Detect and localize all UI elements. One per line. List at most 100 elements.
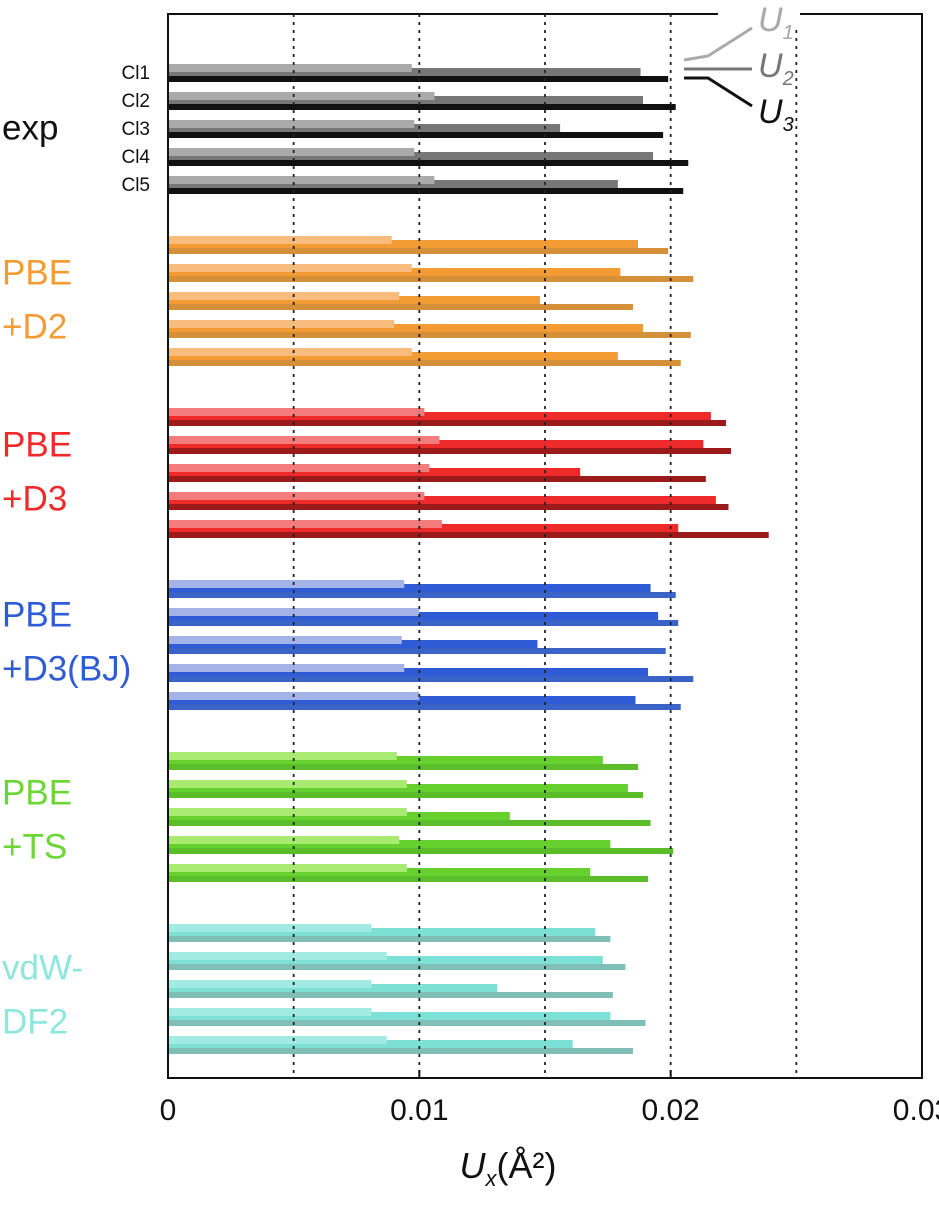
category-label: Cl4 [121, 147, 150, 168]
x-tick-label: 0.02 [641, 1094, 699, 1127]
bar [168, 764, 638, 770]
bar [168, 448, 731, 454]
bar [168, 636, 402, 644]
text-part: U [758, 47, 783, 85]
bar [168, 1020, 646, 1026]
bar [168, 864, 407, 872]
category-label: Cl1 [121, 63, 150, 84]
bar [168, 752, 397, 760]
bar [168, 320, 395, 328]
bar [168, 236, 392, 244]
bar [168, 240, 638, 248]
legend-label: U3 [758, 93, 794, 136]
bar [168, 584, 651, 592]
bar [168, 1008, 372, 1016]
text-part: U [460, 1145, 487, 1186]
bar [168, 848, 674, 854]
category-label: Cl2 [121, 91, 150, 112]
text-part: (Å²) [497, 1145, 557, 1186]
bar [168, 808, 407, 816]
bar [168, 348, 412, 356]
bar [168, 148, 415, 156]
bar [168, 176, 435, 184]
bar [168, 992, 613, 998]
x-tick-label: 0.03 [893, 1094, 939, 1127]
bar [168, 292, 400, 300]
bar [168, 876, 649, 882]
text-part: 1 [783, 22, 794, 44]
text-part: U [758, 1, 783, 39]
x-tick-label: 0 [160, 1094, 177, 1127]
bar [168, 408, 425, 416]
bar [168, 1036, 387, 1044]
bar [168, 780, 407, 788]
bar [168, 964, 626, 970]
bar [168, 248, 669, 254]
bar [168, 464, 430, 472]
group-label: PBE [2, 595, 72, 634]
bar [168, 92, 435, 100]
bar [168, 476, 706, 482]
bar [168, 160, 689, 166]
bar [168, 120, 415, 128]
bar [168, 132, 664, 138]
bar [168, 820, 651, 826]
bar [168, 1012, 611, 1020]
text-part: x [485, 1166, 498, 1191]
text-part: 1 [783, 22, 794, 44]
group-label: +D3(BJ) [2, 649, 131, 688]
group-label: exp [2, 108, 58, 147]
bar [168, 668, 649, 676]
bar [168, 980, 372, 988]
group-label: PBE [2, 253, 72, 292]
bar [168, 532, 769, 538]
plot-frame [167, 13, 923, 1079]
category-label: Cl5 [121, 175, 150, 196]
bar [168, 520, 442, 528]
bar [168, 360, 681, 366]
bar [168, 936, 611, 942]
bar [168, 276, 694, 282]
bar [168, 676, 694, 682]
bar [168, 64, 412, 72]
x-axis-label: Ux(Å²) [460, 1145, 557, 1191]
bar [168, 580, 405, 588]
bar [168, 608, 420, 616]
x-tick-label: 0.01 [390, 1094, 448, 1127]
bar [168, 492, 425, 500]
text-part: 2 [782, 68, 794, 90]
legend-connector [684, 76, 753, 108]
text-part: U [758, 93, 783, 131]
group-label: PBE [2, 773, 72, 812]
legend-label: U1 [758, 1, 794, 44]
category-label: Cl3 [121, 119, 150, 140]
legend-connector [683, 26, 753, 62]
bar [168, 76, 669, 82]
bar [168, 836, 400, 844]
group-label: +D2 [2, 307, 67, 346]
text-part: 3 [783, 114, 794, 136]
bar [168, 324, 644, 332]
bar [168, 952, 387, 960]
bar [168, 496, 716, 504]
bar [168, 332, 691, 338]
group-label: DF2 [2, 1002, 68, 1041]
bar [168, 188, 684, 194]
bar [168, 648, 666, 654]
bar [168, 924, 372, 932]
bar [168, 436, 440, 444]
group-label: +D3 [2, 479, 67, 518]
bar [168, 504, 729, 510]
bar [168, 620, 679, 626]
group-label: +TS [2, 827, 67, 866]
bar [168, 104, 676, 110]
bar [168, 704, 681, 710]
bar [168, 592, 676, 598]
legend-label: U2 [758, 47, 794, 90]
bar [168, 1048, 633, 1054]
bar [168, 264, 412, 272]
legend-gap [718, 6, 800, 20]
bar [168, 928, 596, 936]
